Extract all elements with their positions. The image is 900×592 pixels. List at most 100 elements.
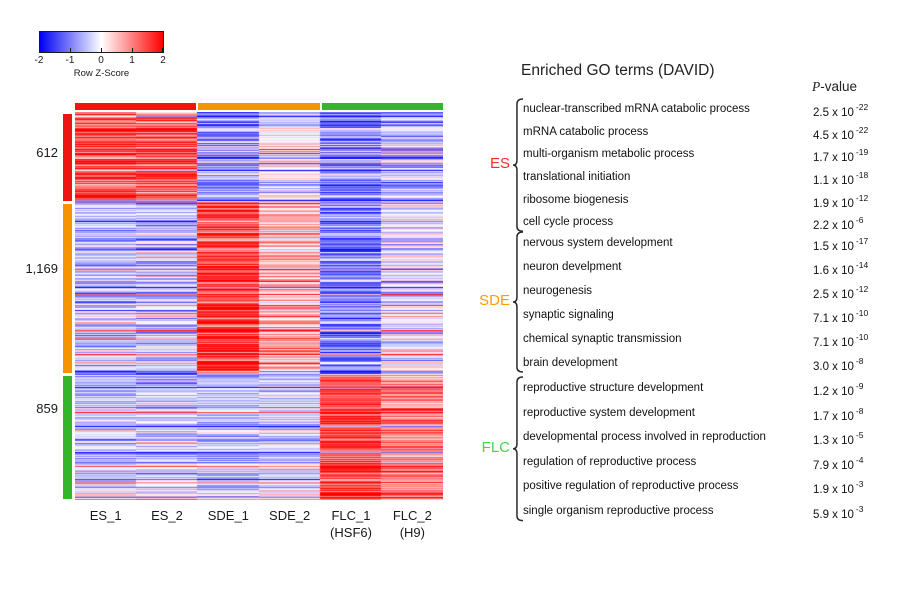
go-term-row: translational initiation 1.1 x 10 -18 [523,165,895,188]
go-term-name: single organism reproductive process [523,504,714,517]
go-term-pvalue: 5.9 x 10 -3 [813,503,864,521]
go-term-pvalue-exponent: -5 [855,430,864,441]
go-term-pvalue-exponent: -10 [855,332,869,342]
go-term-name: translational initiation [523,171,631,184]
go-term-pvalue: 1.7 x 10 -19 [813,147,869,165]
column-label-text: ES_2 [151,508,183,523]
colorbar-tick-mark [70,48,71,53]
colorbar-tick-mark [39,48,40,53]
go-term-name: developmental process involved in reprod… [523,431,766,444]
go-term-name: regulation of reproductive process [523,455,697,468]
go-term-row: mRNA catabolic process 4.5 x 10 -22 [523,120,895,143]
go-term-name: nuclear-transcribed mRNA catabolic proce… [523,103,750,115]
go-term-pvalue-exponent: -19 [855,147,869,158]
column-label-text: FLC_2 [392,508,432,523]
go-term-pvalue: 7.9 x 10 -4 [813,454,864,472]
go-term-pvalue-exponent: -12 [855,192,869,203]
go-term-row: brain development 3.0 x 10 -8 [523,350,895,374]
go-group-es: ES nuclear-transcribed mRNA catabolic pro… [470,97,895,233]
column-group-sde [198,103,320,110]
go-panel-title: Enriched GO terms (DAVID) [521,62,715,79]
column-label-text: FLC_1 [331,508,371,523]
go-term-pvalue: 1.2 x 10 -9 [813,381,864,398]
pvalue-column-header: P-value [812,79,857,95]
go-group-sde: SDE nervous system development 1.5 x 10 -17… [470,230,895,374]
go-term-rows: nuclear-transcribed mRNA catabolic proce… [523,97,895,233]
go-term-rows: nervous system development 1.5 x 10 -17 neu… [523,230,895,374]
go-term-pvalue: 1.3 x 10 -5 [813,430,864,448]
go-group-label-es: ES [489,155,510,173]
go-group-flc: FLC reproductive structure development 1.2… [470,375,895,523]
colorbar-tick-label: -1 [65,55,75,66]
go-term-name: reproductive structure development [523,382,704,394]
go-term-name: chemical synaptic transmission [523,333,682,345]
go-term-row: nervous system development 1.5 x 10 -17 [523,230,895,254]
colorbar-tick-mark [101,48,102,53]
go-group-label-sde: SDE [479,292,510,309]
curly-brace [512,376,524,522]
pvalue-header-italic-p: P [812,79,821,94]
go-term-name: neurogenesis [523,285,593,297]
go-term-name: synaptic signaling [523,309,614,321]
go-term-pvalue: 1.9 x 10 -12 [813,192,869,210]
column-label: FLC_1 (HSF6) [330,507,372,541]
heatmap-canvas [75,112,443,500]
go-term-row: regulation of reproductive process 7.9 x … [523,449,895,474]
go-term-pvalue-exponent: -9 [855,381,864,391]
go-term-pvalue-exponent: -8 [855,405,864,416]
go-term-name: brain development [523,357,618,369]
curly-brace [512,98,524,232]
column-label-subtext: (H9) [399,525,425,540]
go-term-pvalue: 7.1 x 10 -10 [813,332,869,349]
go-term-name: cell cycle process [523,216,614,229]
go-term-pvalue: 2.5 x 10 -12 [813,284,869,301]
column-label: FLC_2 (H9) [393,507,432,541]
go-term-name: reproductive system development [523,406,695,419]
go-term-row: neurogenesis 2.5 x 10 -12 [523,278,895,302]
go-term-row: reproductive system development 1.7 x 10-… [523,400,895,425]
column-label-text: SDE_2 [269,508,311,523]
row-cluster-annotation-bar [63,113,72,501]
go-term-pvalue: 2.5 x 10 -22 [813,102,869,119]
column-label: SDE_1 [208,507,249,524]
go-term-row: chemical synaptic transmission 7.1 x 10 -1… [523,326,895,350]
colorbar-tick-mark [162,48,163,53]
colorbar-tick-label: -2 [34,55,44,66]
go-term-pvalue: 4.5 x 10 -22 [813,124,869,142]
go-term-pvalue-exponent: -8 [855,356,864,366]
curly-brace [512,231,524,373]
row-cluster-bar-2 [63,204,72,373]
go-term-name: nervous system development [523,237,673,249]
go-term-pvalue-exponent: -22 [855,102,869,112]
go-term-row: positive regulation of reproductive proc… [523,473,895,498]
colorbar-tick-label: 2 [160,55,166,66]
colorbar-label: Row Z-Score [73,68,130,79]
go-term-name: mRNA catabolic process [523,125,649,138]
go-term-pvalue: 1.9 x 10 -3 [813,479,864,497]
go-term-row: ribosome biogenesis 1.9 x 10 -12 [523,188,895,211]
go-term-pvalue-exponent: -6 [855,215,864,226]
go-term-row: cell cycle process 2.2 x 10 -6 [523,210,895,233]
go-term-pvalue-exponent: -22 [855,124,869,135]
column-label-subtext: (HSF6) [330,525,372,540]
go-term-pvalue: 1.1 x 10 -18 [813,170,869,187]
row-cluster-bar-3 [63,376,72,499]
go-term-pvalue: 1.6 x 10 -14 [813,260,869,277]
go-term-row: neuron develpment 1.6 x 10 -14 [523,254,895,278]
go-term-name: neuron develpment [523,261,622,273]
row-cluster-count: 859 [36,401,58,416]
go-term-pvalue-exponent: -4 [855,454,864,465]
go-term-pvalue: 1.5 x 10 -17 [813,236,869,253]
go-term-pvalue-exponent: -12 [855,284,869,294]
row-cluster-count: 1,169 [25,261,58,276]
go-term-row: reproductive structure development 1.2 x … [523,375,895,400]
go-term-pvalue: 7.1 x 10 -10 [813,308,869,325]
go-term-pvalue-exponent: -3 [855,479,864,490]
column-label-text: ES_1 [89,508,122,523]
go-term-pvalue-exponent: -17 [855,236,869,246]
column-group-annotation-bar [75,103,443,110]
column-label: SDE_2 [269,507,310,524]
go-term-pvalue-exponent: -3 [855,503,864,514]
column-label: ES_2 [151,507,183,524]
